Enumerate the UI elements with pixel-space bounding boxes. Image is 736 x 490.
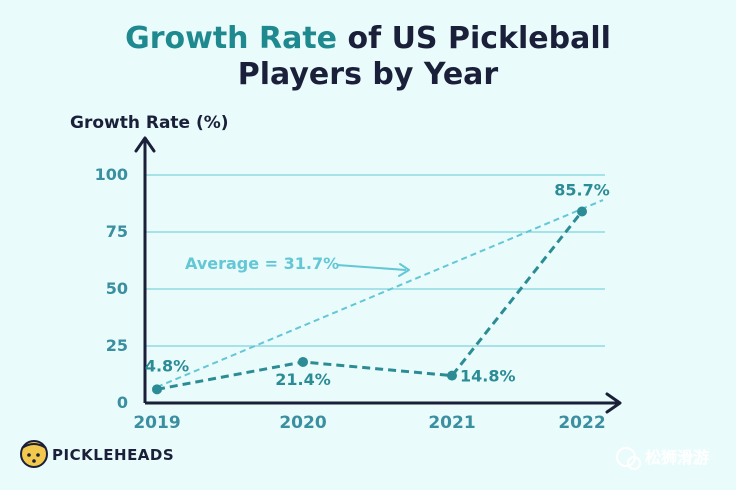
data-label: 14.8% bbox=[460, 367, 516, 386]
data-point bbox=[447, 370, 457, 381]
x-tick-label: 2022 bbox=[558, 413, 605, 433]
average-pointer-arrow bbox=[336, 264, 407, 271]
data-point bbox=[577, 206, 587, 217]
y-axis-arrowhead bbox=[134, 136, 156, 153]
data-point bbox=[298, 356, 308, 367]
chart-title-line2: Players by Year bbox=[238, 57, 499, 92]
data-point bbox=[152, 384, 162, 395]
data-label: 4.8% bbox=[145, 356, 189, 375]
logo-dot bbox=[32, 459, 36, 463]
x-tick-label: 2019 bbox=[133, 413, 180, 433]
chart-title-rest: of US Pickleball bbox=[337, 21, 611, 56]
series-line bbox=[156, 210, 584, 391]
y-tick-label: 25 bbox=[106, 336, 128, 355]
logo-dot bbox=[27, 453, 31, 457]
pickleheads-logo: PICKLEHEADS bbox=[20, 440, 174, 468]
x-tick-label: 2020 bbox=[279, 413, 326, 433]
watermark: 松狮滑游 bbox=[616, 447, 709, 470]
data-labels: 4.8% 21.4% 14.8% 85.7% bbox=[145, 180, 610, 388]
average-trend-line bbox=[156, 199, 604, 388]
data-label: 21.4% bbox=[275, 370, 331, 389]
y-axis-label: Growth Rate (%) bbox=[70, 113, 229, 133]
pickleball-logo-icon bbox=[20, 440, 48, 468]
y-tick-label: 50 bbox=[106, 279, 128, 298]
brand-name: PICKLEHEADS bbox=[52, 446, 174, 464]
average-label: Average = 31.7% bbox=[185, 254, 339, 273]
x-tick-label: 2021 bbox=[428, 413, 475, 433]
average-trend bbox=[156, 199, 604, 388]
y-tick-label: 100 bbox=[95, 165, 128, 184]
chart-title: Growth Rate of US Pickleball bbox=[125, 21, 611, 56]
wechat-icon-small bbox=[627, 456, 641, 470]
series-growth-rate bbox=[152, 206, 587, 395]
x-axis-arrowhead bbox=[605, 392, 622, 414]
x-tick-labels: 2019 2020 2021 2022 bbox=[133, 413, 605, 433]
average-pointer-arrowhead bbox=[398, 263, 410, 277]
y-tick-labels: 0 25 50 75 100 bbox=[95, 165, 128, 412]
logo-headband bbox=[21, 443, 47, 449]
y-tick-label: 75 bbox=[106, 222, 128, 241]
chart-title-accent: Growth Rate bbox=[125, 21, 337, 56]
logo-dot bbox=[36, 453, 40, 457]
watermark-text: 松狮滑游 bbox=[645, 448, 709, 467]
y-tick-label: 0 bbox=[117, 393, 128, 412]
data-label: 85.7% bbox=[554, 180, 610, 199]
